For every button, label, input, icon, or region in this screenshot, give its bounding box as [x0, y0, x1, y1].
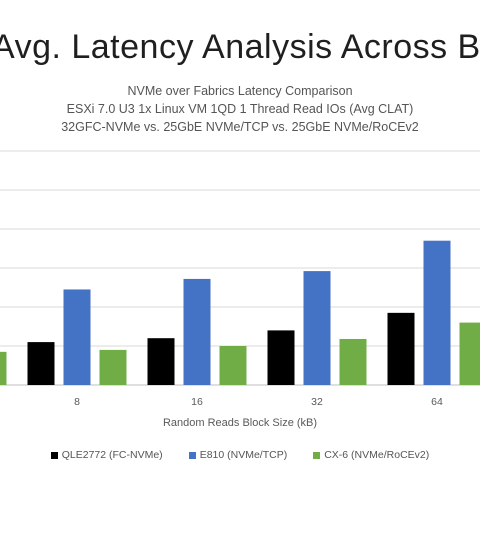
legend-item-nvme-rocev2: CX-6 (NVMe/RoCEv2) [313, 449, 429, 461]
chart-title-line-3: 32GFC-NVMe vs. 25GbE NVMe/TCP vs. 25GbE … [61, 120, 419, 134]
legend: QLE2772 (FC-NVMe) E810 (NVMe/TCP) CX-6 (… [0, 449, 480, 461]
legend-label: CX-6 (NVMe/RoCEv2) [324, 449, 430, 461]
bar-64k-series-3 [459, 322, 480, 385]
legend-item-fc-nvme: QLE2772 (FC-NVMe) [50, 449, 163, 461]
legend-item-nvme-tcp: E810 (NVMe/TCP) [188, 449, 288, 461]
x-tick-label: 32 [311, 396, 323, 408]
legend-swatch [313, 451, 321, 459]
bar-8k-series-3 [99, 349, 127, 385]
chart-title: NVMe over Fabrics Latency Comparison ESX… [0, 82, 480, 136]
banner: Avg. Latency Analysis Across Block Sizes [0, 28, 480, 78]
bar-32k-series-3 [339, 338, 367, 385]
x-tick-label: 8 [74, 396, 80, 408]
bar-4k-series-3 [0, 351, 7, 385]
bar-8k-series-1 [27, 342, 55, 385]
legend-swatch [188, 451, 196, 459]
chart-title-line-1: NVMe over Fabrics Latency Comparison [127, 84, 353, 98]
bar-16k-series-3 [219, 346, 247, 385]
bar-16k-series-2 [183, 278, 211, 385]
bar-32k-series-2 [303, 271, 331, 385]
legend-swatch [50, 451, 58, 459]
x-tick-label: 64 [431, 396, 443, 408]
legend-label: E810 (NVMe/TCP) [199, 449, 288, 461]
bar-8k-series-2 [63, 289, 91, 385]
bar-16k-series-1 [147, 338, 175, 385]
bar-32k-series-1 [267, 330, 295, 385]
x-tick-label: 16 [191, 396, 203, 408]
chart-title-line-2: ESXi 7.0 U3 1x Linux VM 1QD 1 Thread Rea… [66, 102, 414, 116]
legend-label: QLE2772 (FC-NVMe) [61, 449, 163, 461]
banner-title: Avg. Latency Analysis Across Block Sizes [0, 28, 480, 66]
bar-64k-series-1 [387, 312, 415, 385]
bar-64k-series-2 [423, 240, 451, 385]
x-axis-title: Random Reads Block Size (kB) [163, 417, 317, 429]
